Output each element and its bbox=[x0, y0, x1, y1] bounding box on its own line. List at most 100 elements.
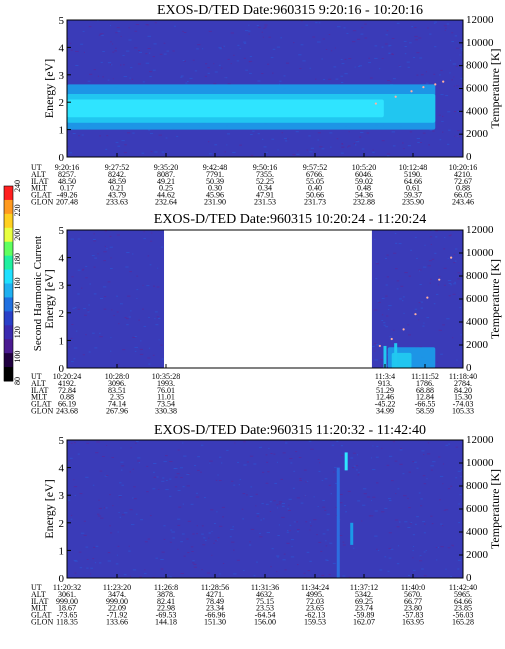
chart-panel-2: EXOS-D/TED Date:960315 10:20:24 - 11:20:… bbox=[31, 212, 502, 416]
y2-tick-label: 4000 bbox=[466, 526, 489, 538]
panel-title: EXOS-D/TED Date:960315 11:20:32 - 11:42:… bbox=[154, 423, 426, 438]
ephemeris-cell: 50.39 bbox=[206, 177, 224, 186]
y-tick-label: 3 bbox=[59, 280, 65, 292]
ephemeris-cell: 4192. bbox=[58, 379, 76, 388]
ephemeris-cell: 84.20 bbox=[454, 386, 472, 395]
ephemeris-cell: -71.92 bbox=[107, 611, 128, 620]
ephemeris-cell: 11:18:40 bbox=[449, 372, 477, 381]
ephemeris-row-label: UT bbox=[31, 372, 42, 381]
y2-tick-label: 2000 bbox=[466, 128, 489, 140]
ephemeris-cell: -49.26 bbox=[57, 191, 78, 200]
ephemeris-cell: 7355. bbox=[256, 170, 274, 179]
ephemeris-cell: 9:50:16 bbox=[253, 163, 277, 172]
temperature-point-3 bbox=[410, 90, 413, 93]
ephemeris-cell: 22.98 bbox=[157, 604, 175, 613]
colorbar-tick-label: 100 bbox=[13, 351, 22, 363]
ephemeris-cell: 233.63 bbox=[106, 198, 128, 207]
ephemeris-cell: 156.00 bbox=[254, 618, 276, 627]
y-tick-label: 0 bbox=[59, 573, 65, 585]
temperature-point-4 bbox=[414, 313, 417, 316]
ephemeris-cell: 11:40:0 bbox=[401, 583, 425, 592]
spectrogram-texture bbox=[68, 440, 463, 578]
ephemeris-cell: 47.91 bbox=[256, 191, 274, 200]
colorbar-tick-label: 220 bbox=[13, 204, 22, 216]
colorbar-swatch bbox=[4, 283, 13, 298]
y2-tick-label: 12000 bbox=[466, 434, 494, 446]
y-tick-label: 1 bbox=[59, 335, 65, 347]
y-tick-label: 1 bbox=[59, 125, 65, 137]
y2-tick-label: 8000 bbox=[466, 270, 489, 282]
y-axis-label: Energy [eV] bbox=[42, 269, 56, 328]
ephemeris-cell: 48.59 bbox=[108, 177, 126, 186]
intensity-spike-3 bbox=[350, 522, 354, 545]
temperature-point-7 bbox=[450, 256, 453, 259]
ephemeris-row-label: ALT bbox=[31, 170, 46, 179]
ephemeris-cell: 0.30 bbox=[208, 184, 222, 193]
ephemeris-cell: 5965. bbox=[454, 590, 472, 599]
ephemeris-cell: 45.96 bbox=[206, 191, 224, 200]
ephemeris-cell: 11:34:24 bbox=[301, 583, 329, 592]
ephemeris-row-label: GLON bbox=[31, 198, 53, 207]
ephemeris-cell: 9:20:16 bbox=[55, 163, 79, 172]
ephemeris-cell: 162.07 bbox=[353, 618, 375, 627]
ephemeris-cell: 0.25 bbox=[159, 184, 173, 193]
y2-tick-label: 0 bbox=[466, 151, 472, 163]
y2-tick-label: 4000 bbox=[466, 316, 489, 328]
y-tick-label: 3 bbox=[59, 490, 65, 502]
ephemeris-cell: 76.01 bbox=[157, 386, 175, 395]
ephemeris-cell: 4632. bbox=[256, 590, 274, 599]
ephemeris-cell: 8087. bbox=[157, 170, 175, 179]
y-tick-label: 2 bbox=[59, 97, 65, 109]
intensity-spike-1 bbox=[383, 345, 387, 368]
colorbar-tick-label: 180 bbox=[13, 253, 22, 265]
y2-tick-label: 12000 bbox=[466, 224, 494, 236]
ephemeris-cell: 64.66 bbox=[404, 177, 422, 186]
colorbar-tick-label: 140 bbox=[13, 302, 22, 314]
y2-tick-label: 10000 bbox=[466, 457, 494, 469]
ephemeris-cell: -74.03 bbox=[453, 400, 474, 409]
ephemeris-cell: 54.36 bbox=[355, 191, 373, 200]
ephemeris-cell: 72.84 bbox=[58, 386, 76, 395]
y2-tick-label: 6000 bbox=[466, 83, 489, 95]
ephemeris-cell: 23.53 bbox=[256, 604, 274, 613]
y2-tick-label: 12000 bbox=[466, 14, 494, 26]
ephemeris-row-label: GLON bbox=[31, 618, 53, 627]
ephemeris-cell: 8257. bbox=[58, 170, 76, 179]
ephemeris-row-label: ALT bbox=[31, 379, 46, 388]
colorbar-swatch bbox=[4, 339, 13, 354]
ephemeris-cell: 59.37 bbox=[404, 191, 422, 200]
intensity-spike-1 bbox=[344, 452, 348, 471]
y2-tick-label: 10000 bbox=[466, 37, 494, 49]
ephemeris-cell: 235.90 bbox=[402, 198, 424, 207]
ephemeris-cell: 83.51 bbox=[108, 386, 126, 395]
ephemeris-cell: 999.00 bbox=[106, 597, 128, 606]
colorbar-swatch bbox=[4, 213, 13, 229]
temperature-point-3 bbox=[402, 328, 405, 331]
ephemeris-row-label: GLAT bbox=[31, 191, 52, 200]
chart-panel-1: EXOS-D/TED Date:960315 9:20:16 - 10:20:1… bbox=[31, 3, 502, 207]
ephemeris-cell: 11:42:40 bbox=[449, 583, 477, 592]
ephemeris-cell: 243.46 bbox=[452, 198, 474, 207]
ephemeris-cell: -62.13 bbox=[305, 611, 326, 620]
ephemeris-cell: 118.35 bbox=[56, 618, 78, 627]
ephemeris-cell: 330.38 bbox=[155, 407, 177, 416]
temperature-point-1 bbox=[378, 344, 381, 348]
colorbar-swatch bbox=[4, 199, 13, 215]
chart-panel-3: EXOS-D/TED Date:960315 11:20:32 - 11:42:… bbox=[31, 423, 502, 627]
ephemeris-cell: 2784. bbox=[454, 379, 472, 388]
ephemeris-cell: 49.21 bbox=[157, 177, 175, 186]
ephemeris-cell: 11:37:12 bbox=[350, 583, 378, 592]
ephemeris-cell: 10:28:0 bbox=[105, 372, 129, 381]
colorbar-swatch bbox=[4, 311, 13, 326]
y2-tick-label: 4000 bbox=[466, 105, 489, 117]
colorbar-tick-label: 160 bbox=[13, 278, 22, 290]
ephemeris-cell: 159.53 bbox=[304, 618, 326, 627]
ephemeris-cell: 1993. bbox=[157, 379, 175, 388]
ephemeris-cell: 3878. bbox=[157, 590, 175, 599]
ephemeris-cell: 51.29 bbox=[376, 386, 394, 395]
ephemeris-cell: -73.65 bbox=[57, 611, 78, 620]
ephemeris-cell: 66.05 bbox=[454, 191, 472, 200]
ephemeris-cell: 4210. bbox=[454, 170, 472, 179]
ephemeris-cell: 231.53 bbox=[254, 198, 276, 207]
